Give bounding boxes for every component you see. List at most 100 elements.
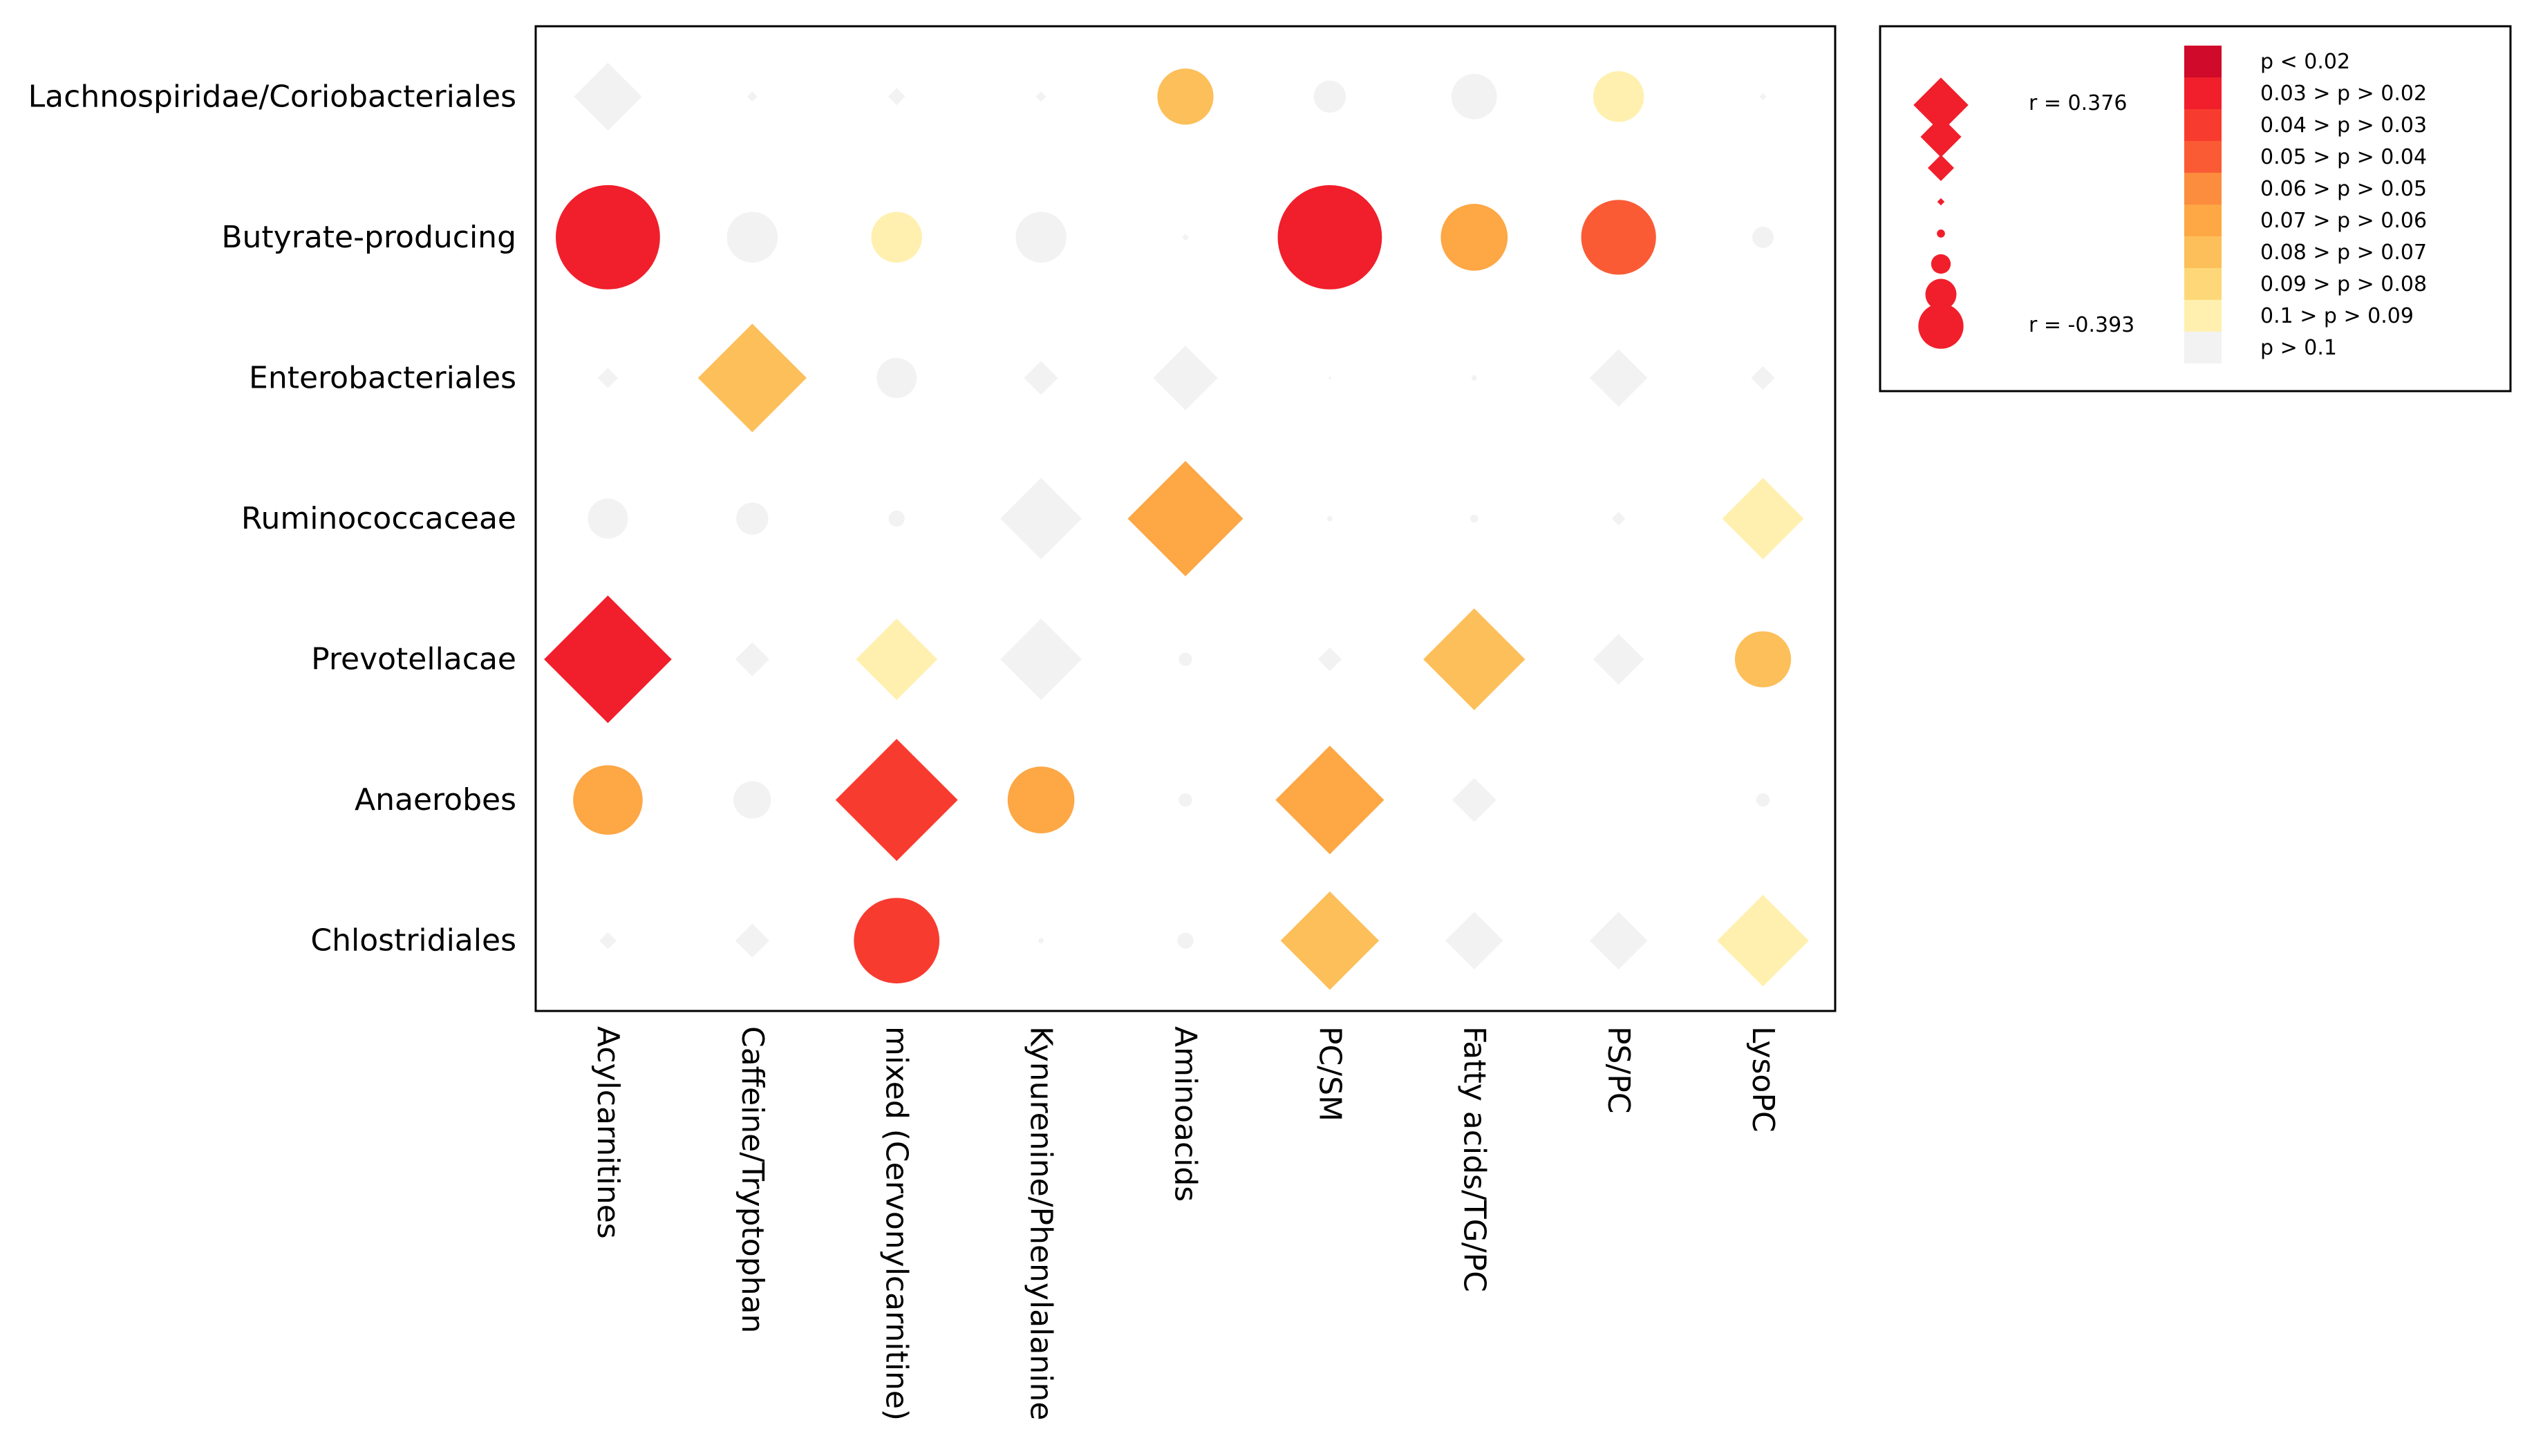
- column-label: Acylcarnitines: [590, 1026, 626, 1239]
- cell-circle-r5-c4: [1179, 793, 1192, 807]
- column-label: Fatty acids/TG/PC: [1456, 1026, 1492, 1292]
- legend-color-label: p > 0.1: [2260, 336, 2337, 360]
- cells-layer: [544, 62, 1809, 990]
- legend-color-label: p < 0.02: [2260, 50, 2350, 74]
- cell-diamond-r3-c4: [1127, 460, 1243, 577]
- cell-diamond-r0-c0: [574, 62, 642, 131]
- cell-circle-r1-c2: [871, 211, 922, 263]
- cell-circle-r1-c1: [726, 211, 778, 263]
- cell-diamond-r0-c1: [747, 91, 758, 102]
- legend-size-scale: [1913, 77, 1969, 349]
- cell-circle-r0-c4: [1157, 68, 1214, 125]
- cell-circle-r1-c6: [1440, 204, 1508, 271]
- cell-circle-r3-c2: [888, 510, 905, 527]
- cell-circle-r1-c0: [556, 185, 660, 290]
- cell-circle-r5-c3: [1007, 766, 1075, 833]
- legend-size-sample-7: [1918, 303, 1964, 349]
- cell-circle-r0-c6: [1451, 73, 1497, 120]
- row-label: Chlostridiales: [310, 923, 516, 958]
- legend-color-swatch: [2184, 77, 2222, 109]
- row-label: Ruminococcaceae: [241, 501, 516, 536]
- column-label: LysoPC: [1745, 1026, 1781, 1133]
- legend-color-swatch: [2184, 236, 2222, 268]
- legend-color-label: 0.05 > p > 0.04: [2260, 145, 2427, 169]
- row-label: Lachnospiridae/Coriobacteriales: [28, 79, 516, 114]
- cell-circle-r5-c0: [573, 765, 643, 835]
- legend-color-swatch: [2184, 109, 2222, 141]
- cell-circle-r6-c3: [1038, 938, 1044, 944]
- cell-circle-r4-c8: [1734, 631, 1792, 688]
- row-label: Enterobacteriales: [249, 360, 516, 395]
- cell-circle-r5-c1: [733, 781, 771, 819]
- legend-r-min-label: r = -0.393: [2029, 313, 2134, 337]
- cell-diamond-r5-c2: [835, 739, 958, 862]
- legend-r-max-label: r = 0.376: [2029, 91, 2127, 115]
- legend-color-swatch: [2184, 141, 2222, 173]
- cell-diamond-r0-c8: [1759, 93, 1767, 100]
- cell-circle-r3-c5: [1327, 516, 1333, 522]
- cell-diamond-r0-c3: [1035, 91, 1046, 102]
- column-label: Caffeine/Tryptophan: [735, 1026, 770, 1333]
- cell-circle-r4-c4: [1179, 652, 1192, 666]
- cell-circle-r3-c6: [1470, 514, 1479, 523]
- cell-diamond-r2-c4: [1153, 346, 1218, 410]
- legend-color-label: 0.08 > p > 0.07: [2260, 240, 2427, 265]
- cell-diamond-r3-c3: [1000, 478, 1082, 560]
- column-label: PC/SM: [1312, 1026, 1347, 1122]
- cell-diamond-r4-c6: [1423, 608, 1526, 710]
- legend-color-label: 0.1 > p > 0.09: [2260, 304, 2414, 328]
- legend-color-swatch: [2184, 173, 2222, 205]
- cell-diamond-r5-c5: [1275, 746, 1384, 855]
- column-label: PS/PC: [1601, 1026, 1636, 1114]
- cell-circle-r1-c7: [1581, 200, 1656, 275]
- legend-color-label: 0.07 > p > 0.06: [2260, 209, 2427, 233]
- legend-color-swatch: [2184, 268, 2222, 300]
- cell-diamond-r6-c0: [599, 932, 617, 949]
- cell-diamond-r6-c1: [735, 923, 769, 958]
- cell-diamond-r4-c2: [856, 618, 938, 701]
- legend-color-swatch: [2184, 46, 2222, 77]
- legend-size-sample-2: [1927, 154, 1955, 182]
- legend-size-sample-3: [1937, 198, 1945, 206]
- cell-circle-r1-c5: [1277, 185, 1382, 290]
- cell-diamond-r6-c7: [1589, 911, 1648, 970]
- cell-diamond-r4-c0: [544, 595, 672, 724]
- cell-diamond-r6-c6: [1445, 911, 1503, 970]
- cell-circle-r3-c1: [736, 502, 769, 535]
- legend-color-label: 0.09 > p > 0.08: [2260, 272, 2427, 296]
- col-labels: Acylcarnitines Caffeine/Tryptophan mixed (…: [590, 1026, 1781, 1421]
- legend-color-swatch: [2184, 332, 2222, 363]
- legend-color-scale: p < 0.02 0.03 > p > 0.02 0.04 > p > 0.03 0.…: [2184, 46, 2427, 363]
- cell-diamond-r4-c5: [1317, 647, 1342, 672]
- legend-color-label: 0.03 > p > 0.02: [2260, 82, 2427, 106]
- cell-diamond-r3-c8: [1722, 478, 1804, 560]
- plot-frame: [534, 25, 1837, 1012]
- cell-circle-r1-c3: [1015, 211, 1067, 263]
- row-labels: Lachnospiridae/Coriobacteriales Butyrate-…: [28, 79, 516, 958]
- cell-circle-r6-c2: [854, 898, 940, 984]
- cell-diamond-r3-c7: [1611, 511, 1626, 526]
- cell-diamond-r2-c3: [1024, 361, 1058, 395]
- cell-diamond-r0-c2: [888, 88, 905, 106]
- cell-diamond-r2-c0: [597, 368, 619, 388]
- cell-circle-r5-c8: [1756, 793, 1770, 807]
- cell-circle-r0-c5: [1313, 80, 1346, 113]
- cell-diamond-r4-c3: [1000, 618, 1082, 701]
- legend-size-sample-1: [1920, 116, 1962, 158]
- legend-size-sample-6: [1925, 278, 1957, 310]
- legend-size-sample-5: [1931, 254, 1951, 274]
- legend-color-label: 0.04 > p > 0.03: [2260, 113, 2427, 138]
- row-label: Prevotellacae: [311, 642, 516, 677]
- column-label: Aminoacids: [1168, 1026, 1203, 1202]
- legend-size-sample-4: [1937, 229, 1945, 238]
- cell-circle-r2-c6: [1471, 375, 1477, 381]
- cell-circle-r6-c4: [1177, 932, 1194, 949]
- legend-color-swatch: [2184, 205, 2222, 236]
- row-label: Anaerobes: [355, 782, 516, 817]
- legend-box: r = 0.376 r = -0.393 p < 0.02 0.03 > p > …: [1879, 25, 2512, 393]
- column-label: mixed (Cervonylcarnitine): [879, 1026, 914, 1421]
- cell-diamond-r6-c5: [1280, 891, 1380, 990]
- cell-diamond-r2-c8: [1751, 366, 1775, 390]
- row-label: Butyrate-producing: [221, 220, 516, 255]
